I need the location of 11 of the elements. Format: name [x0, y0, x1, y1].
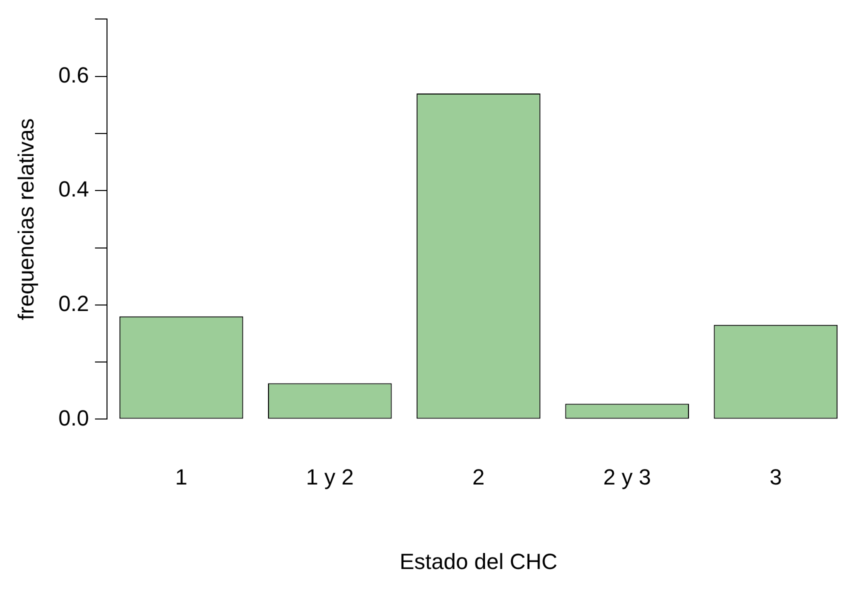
y-axis-title: frequencias relativas: [13, 118, 38, 320]
y-tick-label: 0.2: [58, 290, 89, 316]
y-tick-label: 0.6: [58, 62, 89, 88]
x-axis-title: Estado del CHC: [400, 548, 558, 574]
x-tick-label: 1: [175, 464, 188, 490]
x-tick-label: 2 y 3: [603, 464, 651, 490]
y-tick-label: 0.4: [58, 176, 89, 202]
x-tick-label: 2: [472, 464, 485, 490]
x-tick-label: 3: [770, 464, 782, 490]
y-tick-label: 0.0: [58, 405, 89, 430]
x-tick-label: 1 y 2: [306, 464, 354, 490]
